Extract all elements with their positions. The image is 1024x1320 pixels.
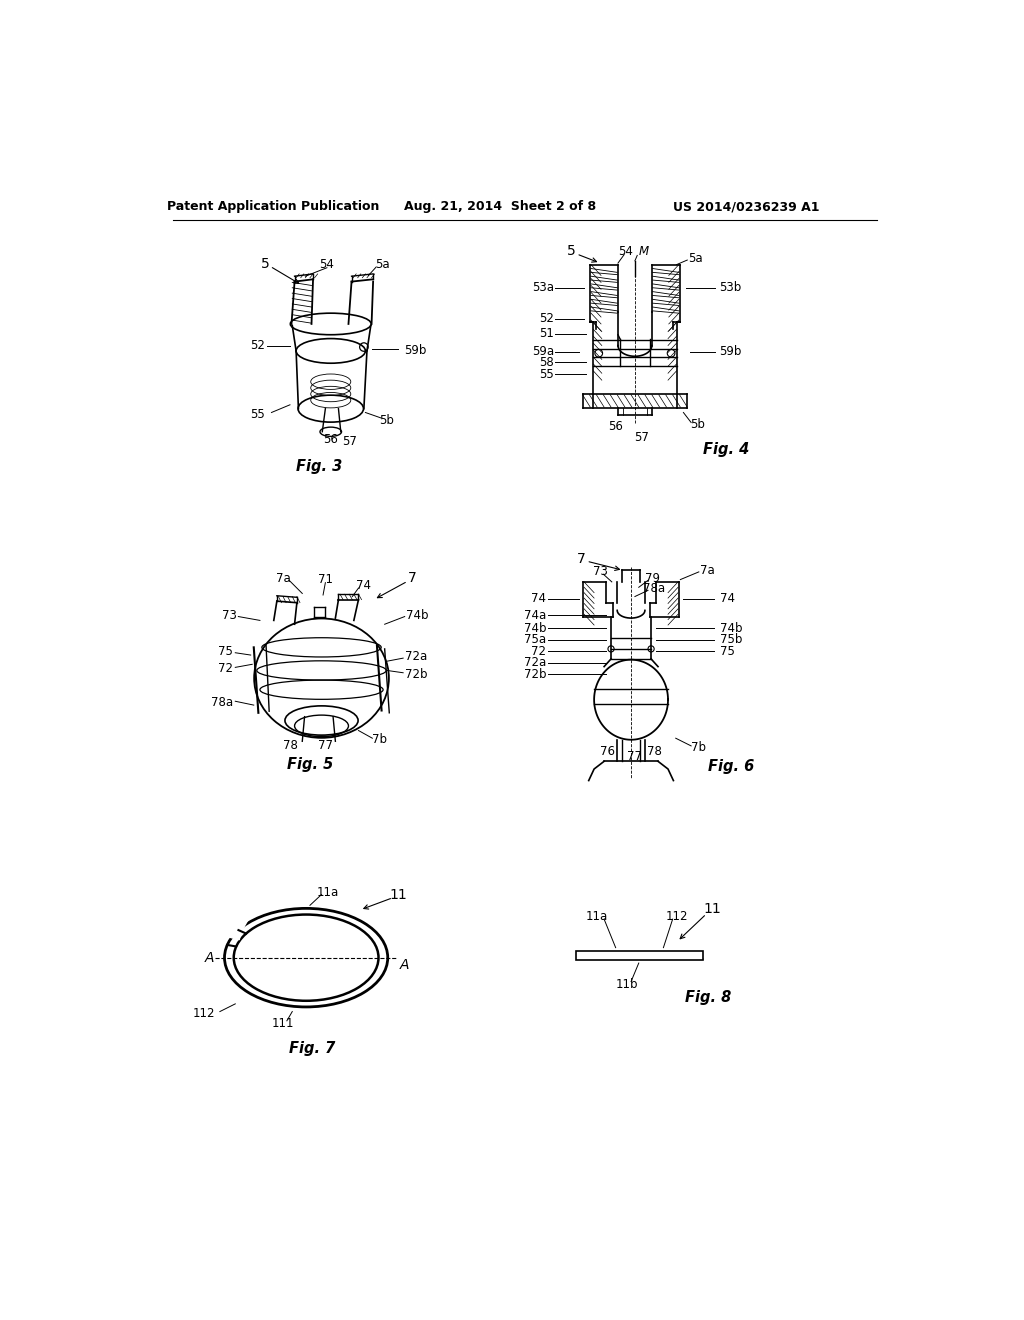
Text: 53a: 53a bbox=[532, 281, 554, 294]
Text: 5a: 5a bbox=[375, 259, 390, 271]
Text: 53b: 53b bbox=[720, 281, 741, 294]
Text: 72b: 72b bbox=[524, 668, 547, 681]
Text: Fig. 8: Fig. 8 bbox=[685, 990, 731, 1006]
Text: 7a: 7a bbox=[275, 572, 291, 585]
Text: 74: 74 bbox=[531, 593, 547, 606]
Text: Patent Application Publication: Patent Application Publication bbox=[167, 201, 379, 214]
Text: Fig. 4: Fig. 4 bbox=[702, 442, 749, 457]
Wedge shape bbox=[226, 909, 248, 940]
Text: 75a: 75a bbox=[524, 634, 547, 647]
Text: 78a: 78a bbox=[643, 582, 666, 594]
Text: A: A bbox=[400, 958, 410, 973]
Text: Fig. 5: Fig. 5 bbox=[287, 756, 333, 772]
Text: 57: 57 bbox=[634, 432, 648, 445]
Text: 74a: 74a bbox=[524, 609, 547, 622]
Text: 59b: 59b bbox=[720, 345, 742, 358]
Text: 72: 72 bbox=[531, 644, 547, 657]
Text: 111: 111 bbox=[271, 1016, 294, 1030]
Text: 11a: 11a bbox=[586, 911, 607, 924]
Text: 5: 5 bbox=[567, 244, 577, 257]
Text: 55: 55 bbox=[251, 408, 265, 421]
Text: 59b: 59b bbox=[403, 345, 426, 358]
Text: M: M bbox=[639, 246, 649, 259]
Text: 55: 55 bbox=[540, 367, 554, 380]
Text: 7: 7 bbox=[408, 572, 417, 585]
Text: 7b: 7b bbox=[691, 741, 707, 754]
Text: 78a: 78a bbox=[211, 696, 233, 709]
Text: 7a: 7a bbox=[700, 564, 715, 577]
Text: 72: 72 bbox=[218, 663, 233, 676]
Text: 74b: 74b bbox=[407, 609, 429, 622]
Text: 77: 77 bbox=[317, 739, 333, 752]
Text: Fig. 7: Fig. 7 bbox=[289, 1041, 336, 1056]
Text: 74: 74 bbox=[356, 579, 372, 593]
Text: 11b: 11b bbox=[616, 978, 638, 991]
Text: 75: 75 bbox=[218, 644, 233, 657]
Bar bbox=[575, 950, 702, 960]
Text: 72a: 72a bbox=[524, 656, 547, 669]
Text: 7b: 7b bbox=[372, 733, 387, 746]
Text: 112: 112 bbox=[666, 911, 688, 924]
Text: A: A bbox=[205, 950, 214, 965]
Text: 56: 56 bbox=[608, 420, 623, 433]
Text: 11: 11 bbox=[703, 902, 721, 916]
Text: 5: 5 bbox=[261, 257, 269, 271]
Text: 72b: 72b bbox=[404, 668, 427, 681]
Text: Fig. 6: Fig. 6 bbox=[708, 759, 755, 775]
Wedge shape bbox=[236, 916, 250, 940]
Text: 75b: 75b bbox=[720, 634, 742, 647]
Text: 54: 54 bbox=[618, 246, 633, 259]
Text: 52: 52 bbox=[540, 312, 554, 325]
Text: 78: 78 bbox=[284, 739, 298, 752]
Text: 58: 58 bbox=[540, 356, 554, 370]
Text: 57: 57 bbox=[343, 436, 357, 449]
Text: 56: 56 bbox=[324, 433, 338, 446]
Text: 52: 52 bbox=[251, 339, 265, 352]
Text: 73: 73 bbox=[593, 565, 607, 578]
Text: 74: 74 bbox=[720, 593, 734, 606]
Text: 74b: 74b bbox=[524, 622, 547, 635]
Text: 74b: 74b bbox=[720, 622, 742, 635]
Text: 5b: 5b bbox=[690, 418, 706, 432]
Text: 77: 77 bbox=[628, 750, 642, 763]
Text: 7: 7 bbox=[577, 552, 586, 566]
Text: 5a: 5a bbox=[688, 252, 702, 265]
Text: 11: 11 bbox=[390, 887, 408, 902]
Text: 73: 73 bbox=[222, 609, 237, 622]
Text: 59a: 59a bbox=[531, 345, 554, 358]
Text: 72a: 72a bbox=[404, 649, 427, 663]
Text: 78: 78 bbox=[647, 744, 662, 758]
Text: 54: 54 bbox=[319, 259, 335, 271]
Text: Fig. 3: Fig. 3 bbox=[296, 459, 342, 474]
Text: 76: 76 bbox=[600, 744, 615, 758]
Text: 75: 75 bbox=[720, 644, 734, 657]
Text: 11a: 11a bbox=[316, 886, 339, 899]
Text: 79: 79 bbox=[645, 572, 660, 585]
Text: US 2014/0236239 A1: US 2014/0236239 A1 bbox=[674, 201, 820, 214]
Text: 51: 51 bbox=[540, 327, 554, 341]
Text: Aug. 21, 2014  Sheet 2 of 8: Aug. 21, 2014 Sheet 2 of 8 bbox=[404, 201, 596, 214]
Text: 112: 112 bbox=[193, 1007, 215, 1019]
Text: 5b: 5b bbox=[380, 413, 394, 426]
Text: 71: 71 bbox=[317, 573, 333, 586]
